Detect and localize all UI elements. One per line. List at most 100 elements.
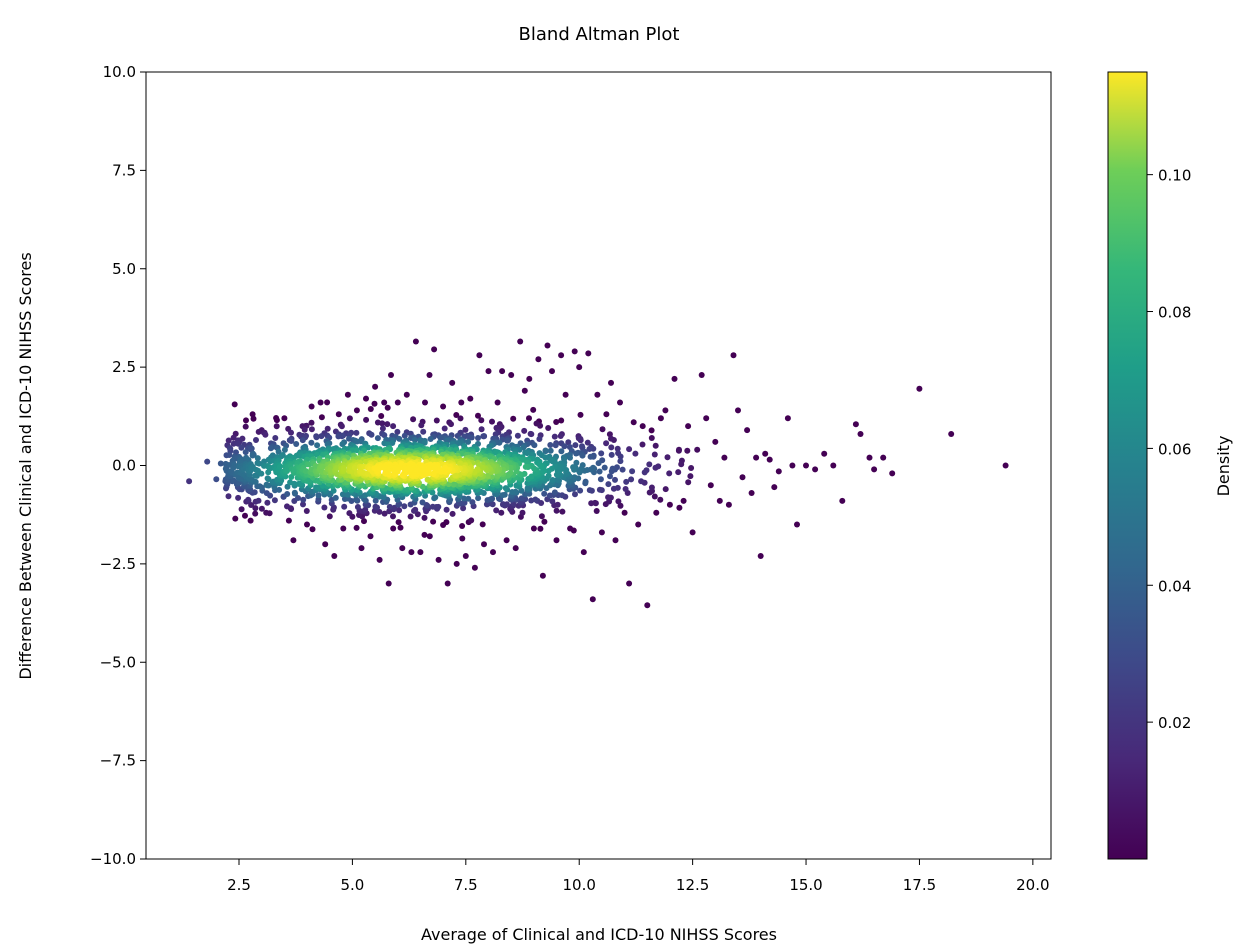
- data-point: [537, 525, 544, 532]
- data-point: [553, 507, 560, 514]
- data-point: [639, 441, 646, 448]
- data-point: [567, 525, 574, 532]
- data-point: [353, 447, 360, 454]
- data-point: [657, 415, 664, 422]
- data-point: [638, 478, 645, 485]
- data-point: [830, 462, 837, 469]
- data-point: [538, 463, 545, 470]
- data-point: [762, 450, 769, 457]
- data-point: [475, 495, 482, 502]
- data-point: [546, 492, 553, 499]
- data-point: [284, 491, 291, 497]
- data-point: [461, 495, 467, 502]
- x-axis-title: Average of Clinical and ICD-10 NIHSS Sco…: [421, 925, 777, 944]
- data-point: [530, 525, 537, 532]
- data-point: [469, 499, 476, 506]
- data-point: [332, 494, 339, 501]
- y-axis-ticks: 10.0 7.5 5.0 2.5 0.0 −2.5 −5.0 −7.5 −10.0: [90, 63, 146, 868]
- data-point: [465, 495, 472, 502]
- x-tick-label: 20.0: [1016, 876, 1049, 894]
- data-point: [579, 452, 586, 459]
- data-point: [372, 383, 379, 390]
- data-point: [394, 428, 401, 435]
- data-point: [489, 418, 495, 425]
- data-point: [204, 458, 211, 465]
- data-point: [308, 426, 315, 433]
- data-point: [680, 497, 687, 504]
- data-point: [384, 404, 391, 411]
- data-point: [608, 379, 614, 386]
- data-point: [299, 437, 306, 444]
- data-point: [573, 450, 580, 457]
- data-point: [440, 403, 447, 410]
- data-point: [431, 465, 438, 472]
- data-point: [552, 442, 559, 449]
- data-point: [617, 453, 624, 460]
- data-point: [558, 352, 565, 359]
- data-point: [630, 419, 637, 426]
- data-point: [384, 421, 391, 428]
- data-point: [676, 504, 683, 511]
- data-point: [635, 521, 642, 528]
- data-point: [651, 493, 658, 500]
- data-point: [499, 368, 506, 375]
- data-point: [308, 439, 315, 446]
- data-point: [664, 454, 671, 461]
- data-point: [351, 464, 358, 471]
- data-point: [429, 503, 436, 510]
- data-point: [571, 474, 578, 481]
- data-point: [644, 602, 651, 609]
- data-point: [539, 572, 546, 579]
- data-point: [304, 521, 310, 528]
- x-tick-label: 12.5: [676, 876, 709, 894]
- data-point: [648, 427, 655, 434]
- data-point: [225, 437, 232, 444]
- data-point: [535, 356, 542, 363]
- y-tick-label: −2.5: [100, 555, 136, 573]
- data-point: [217, 460, 224, 467]
- data-point: [545, 425, 552, 431]
- data-point: [498, 509, 505, 516]
- data-point: [230, 434, 237, 441]
- data-point: [344, 391, 351, 398]
- data-point: [784, 415, 791, 422]
- data-point: [467, 395, 474, 402]
- data-point: [608, 451, 615, 458]
- data-point: [626, 446, 633, 453]
- data-point: [258, 470, 265, 477]
- data-point: [302, 468, 309, 475]
- data-point: [232, 515, 239, 522]
- data-point: [549, 477, 556, 483]
- data-point: [450, 481, 457, 488]
- data-point: [948, 431, 955, 437]
- data-point: [871, 466, 878, 473]
- data-point: [238, 506, 245, 513]
- colorbar-tick-label: 0.02: [1158, 714, 1191, 732]
- data-point: [559, 508, 566, 515]
- data-point: [549, 368, 555, 375]
- data-point: [607, 473, 613, 480]
- data-point: [639, 423, 646, 430]
- data-point: [675, 447, 682, 454]
- data-point: [376, 556, 383, 563]
- data-point: [587, 453, 594, 460]
- data-point: [390, 525, 397, 532]
- data-point: [547, 442, 554, 448]
- data-point: [245, 496, 252, 503]
- data-point: [281, 446, 288, 453]
- data-point: [468, 517, 475, 524]
- data-point: [335, 411, 342, 418]
- data-point: [424, 476, 431, 483]
- data-point: [403, 391, 410, 398]
- data-point: [284, 483, 291, 490]
- data-point: [512, 545, 519, 552]
- data-point: [502, 485, 509, 492]
- data-point: [371, 400, 378, 407]
- data-point: [617, 399, 623, 406]
- data-point: [657, 496, 664, 503]
- data-point: [570, 464, 577, 471]
- data-point: [803, 462, 809, 469]
- data-point: [262, 431, 269, 438]
- data-point: [565, 439, 572, 446]
- data-point: [285, 517, 292, 524]
